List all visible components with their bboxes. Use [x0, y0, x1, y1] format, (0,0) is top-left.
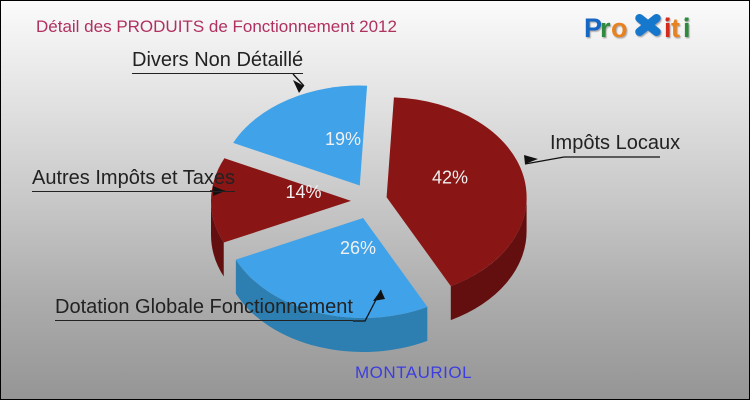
svg-text:42%: 42% — [432, 168, 468, 188]
svg-text:o: o — [611, 13, 628, 43]
svg-text:14%: 14% — [285, 182, 321, 202]
svg-text:19%: 19% — [325, 129, 361, 149]
svg-text:t: t — [671, 13, 680, 43]
svg-text:26%: 26% — [340, 238, 376, 258]
svg-text:r: r — [600, 13, 611, 43]
svg-text:i: i — [683, 13, 691, 43]
